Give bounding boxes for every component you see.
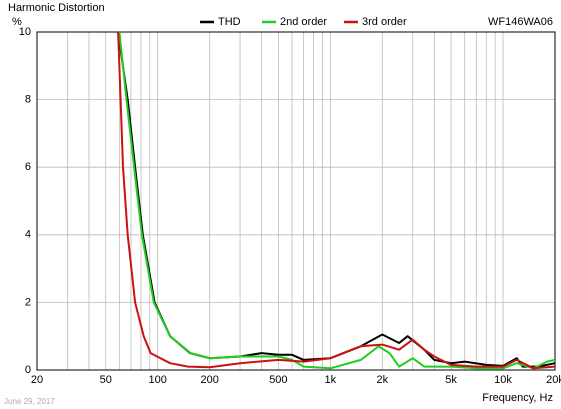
y-tick-label: 2 [25,296,31,308]
plot-frame [36,31,556,371]
x-tick-label: 20k [546,374,561,386]
x-tick-label: 50 [100,374,112,386]
x-tick-label: 200 [200,374,218,386]
x-tick-label: 500 [269,374,287,386]
legend-label: THD [218,16,241,28]
x-tick-label: 2k [377,374,389,386]
y-tick-label: 4 [25,229,31,241]
series-line [118,31,556,370]
y-axis-label: % [12,16,22,28]
y-tick-label: 10 [19,26,31,38]
series-line [117,31,556,368]
y-tick-label: 6 [25,161,31,173]
x-tick-label: 5k [445,374,457,386]
model-label: WF146WA06 [488,16,553,28]
legend-label: 2nd order [280,16,327,28]
y-tick-label: 8 [25,94,31,106]
x-tick-label: 1k [325,374,337,386]
series-line [117,31,556,370]
x-tick-label: 100 [149,374,167,386]
date-label: June 29, 2017 [4,397,55,406]
x-axis-label: Frequency, Hz [482,392,553,404]
x-tick-label: 20 [31,374,43,386]
chart-title: Harmonic Distortion [8,2,105,14]
y-tick-label: 0 [25,364,31,376]
x-tick-label: 10k [494,374,512,386]
legend-label: 3rd order [362,16,407,28]
